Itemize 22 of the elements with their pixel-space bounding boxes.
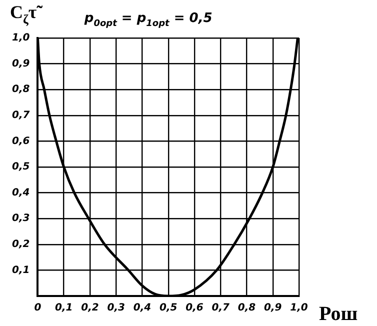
y-tick-label: 0,4: [12, 187, 30, 198]
x-tick-label: 0,9: [264, 302, 282, 314]
y-tick-label: 0,3: [12, 213, 30, 224]
y-tick-label: 1,0: [12, 32, 30, 44]
y-tick-label: 0,7: [12, 110, 30, 121]
x-tick-label: 0,4: [133, 302, 152, 314]
x-tick-label: 0,7: [212, 302, 230, 314]
x-tick-label: 0,2: [81, 302, 99, 314]
x-tick-label: 1,0: [290, 302, 308, 314]
x-tick-label: 0,6: [186, 302, 204, 314]
y-tick-label: 0,1: [12, 264, 30, 276]
y-tick-label: 0,8: [12, 84, 30, 96]
x-tick-label: 0: [34, 302, 42, 314]
y-tick-label: 0,9: [12, 58, 30, 70]
x-tick-label: 0,8: [238, 302, 256, 314]
y-tick-label: 0,5: [12, 162, 30, 173]
x-tick-label: 0,3: [107, 302, 125, 314]
x-tick-label: 0,1: [54, 302, 73, 314]
x-axis-title: Рош: [319, 303, 358, 325]
y-tick-label: 0,2: [12, 238, 30, 250]
x-tick-label: 0,5: [160, 302, 178, 314]
y-tick-label: 0,6: [12, 136, 30, 147]
